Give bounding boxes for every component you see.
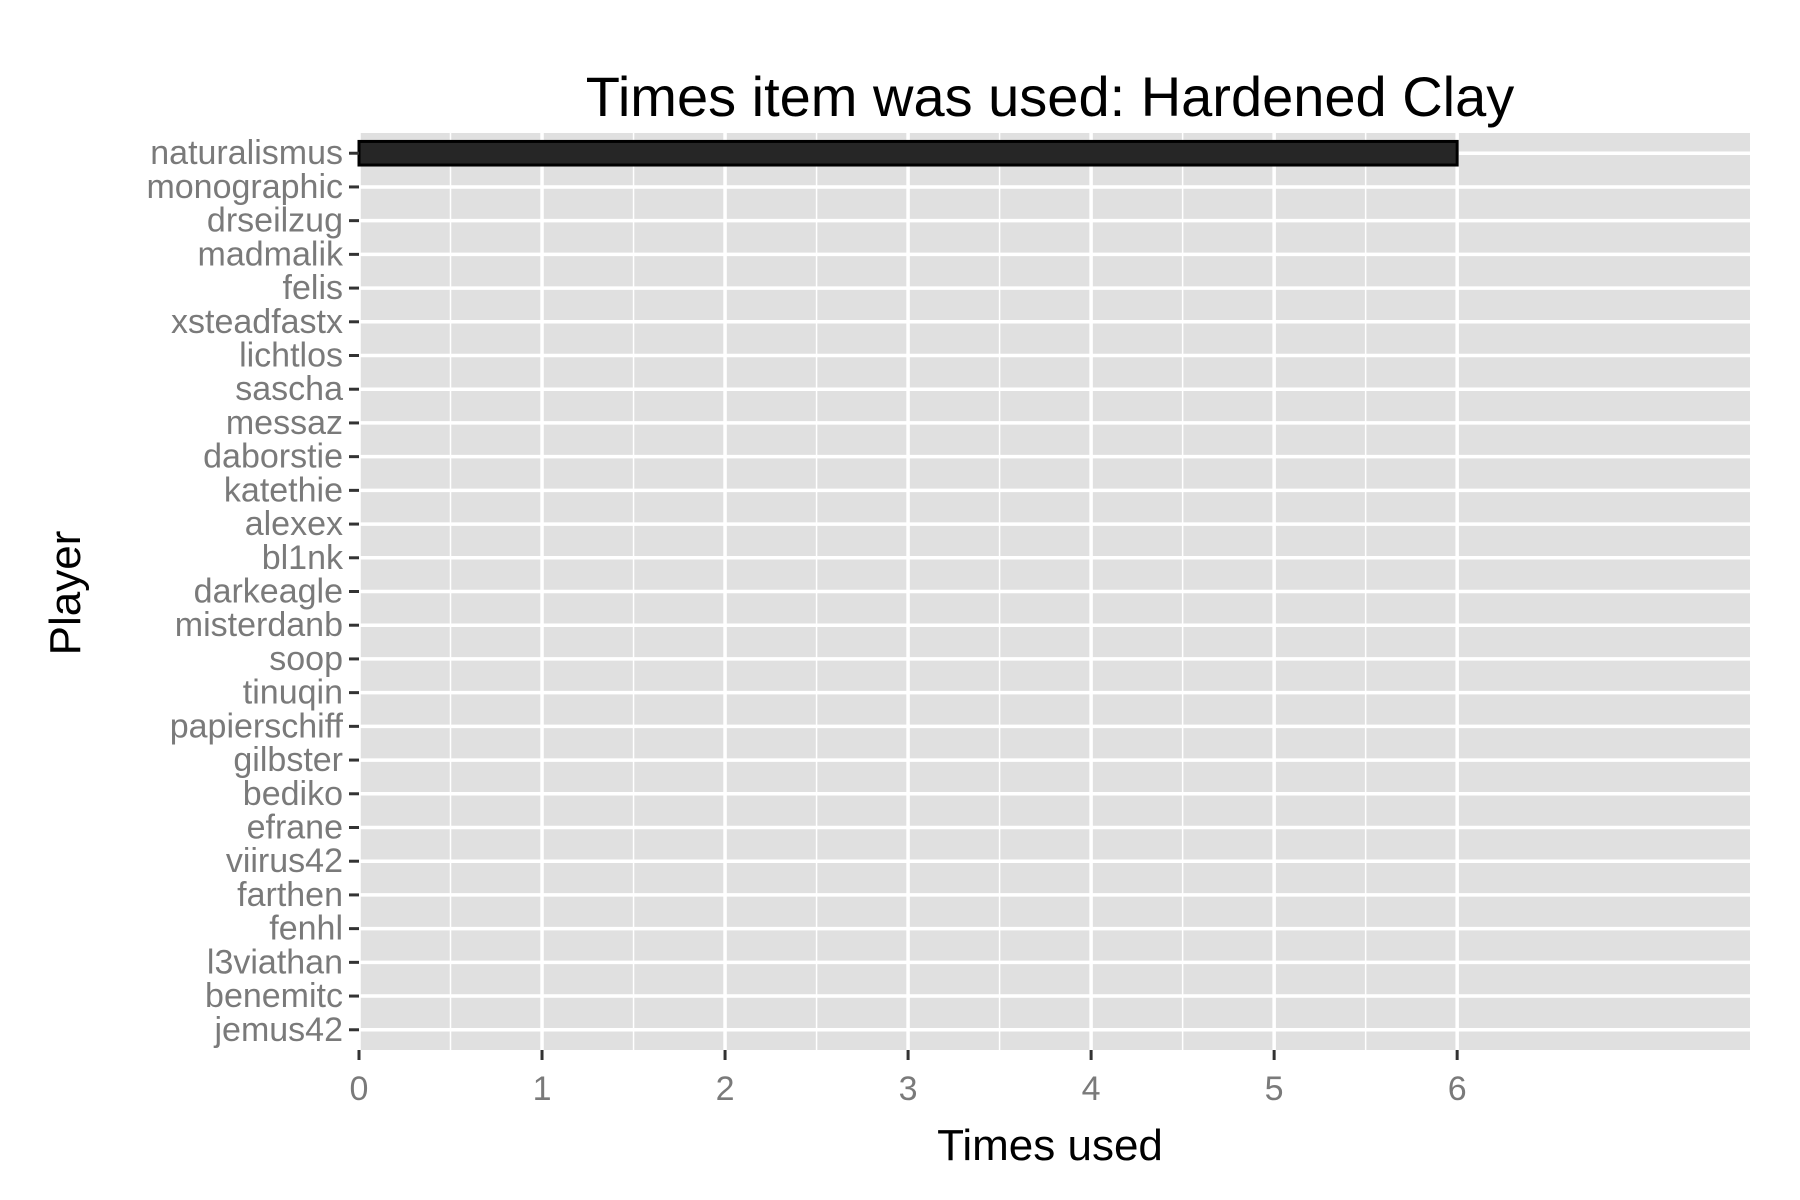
x-axis-label: Times used xyxy=(937,1121,1163,1170)
y-tick-label: jemus42 xyxy=(213,1011,343,1049)
y-tick-label: bl1nk xyxy=(262,539,344,577)
y-tick-label: sascha xyxy=(235,370,343,408)
y-tick-label: efrane xyxy=(247,808,343,846)
y-tick-label: viirus42 xyxy=(226,842,343,880)
y-tick-label: drseilzug xyxy=(207,202,343,240)
y-tick-label: misterdanb xyxy=(175,606,343,644)
y-tick-label: xsteadfastx xyxy=(171,303,343,341)
y-tick-label: darkeagle xyxy=(194,573,343,611)
y-tick-label: naturalismus xyxy=(150,134,343,172)
x-axis: 0 1 2 3 4 5 6 xyxy=(350,1050,1467,1108)
chart-title: Times item was used: Hardened Clay xyxy=(586,65,1515,128)
y-tick-label: lichtlos xyxy=(239,337,343,375)
y-tick-label: felis xyxy=(283,269,343,307)
y-tick-label: tinuqin xyxy=(243,674,343,712)
y-tick-label: madmalik xyxy=(198,235,344,273)
bar xyxy=(357,139,1459,167)
x-tick-label: 0 xyxy=(350,1070,369,1108)
y-tick-label: farthen xyxy=(237,876,343,914)
y-tick-label: katethie xyxy=(224,471,343,509)
y-tick-label: soop xyxy=(269,640,343,678)
x-tick-label: 1 xyxy=(533,1070,552,1108)
y-tick-label: daborstie xyxy=(203,438,343,476)
x-tick-label: 5 xyxy=(1265,1070,1284,1108)
x-tick-label: 4 xyxy=(1082,1070,1101,1108)
grid-lines xyxy=(357,133,1750,1050)
y-tick-label: monographic xyxy=(146,168,343,206)
y-tick-label: fenhl xyxy=(269,910,343,948)
bars xyxy=(357,139,1459,167)
x-tick-label: 3 xyxy=(899,1070,918,1108)
y-tick-label: gilbster xyxy=(233,741,343,779)
y-axis: naturalismusmonographicdrseilzugmadmalik… xyxy=(146,134,359,1049)
x-tick-label: 6 xyxy=(1448,1070,1467,1108)
y-tick-label: benemitc xyxy=(205,977,343,1015)
y-axis-label: Player xyxy=(41,531,90,656)
y-tick-label: papierschiff xyxy=(170,707,344,745)
y-tick-label: messaz xyxy=(226,404,343,442)
y-tick-label: bediko xyxy=(243,775,343,813)
y-tick-label: alexex xyxy=(245,505,343,543)
x-tick-label: 2 xyxy=(716,1070,735,1108)
y-tick-label: l3viathan xyxy=(207,943,343,981)
